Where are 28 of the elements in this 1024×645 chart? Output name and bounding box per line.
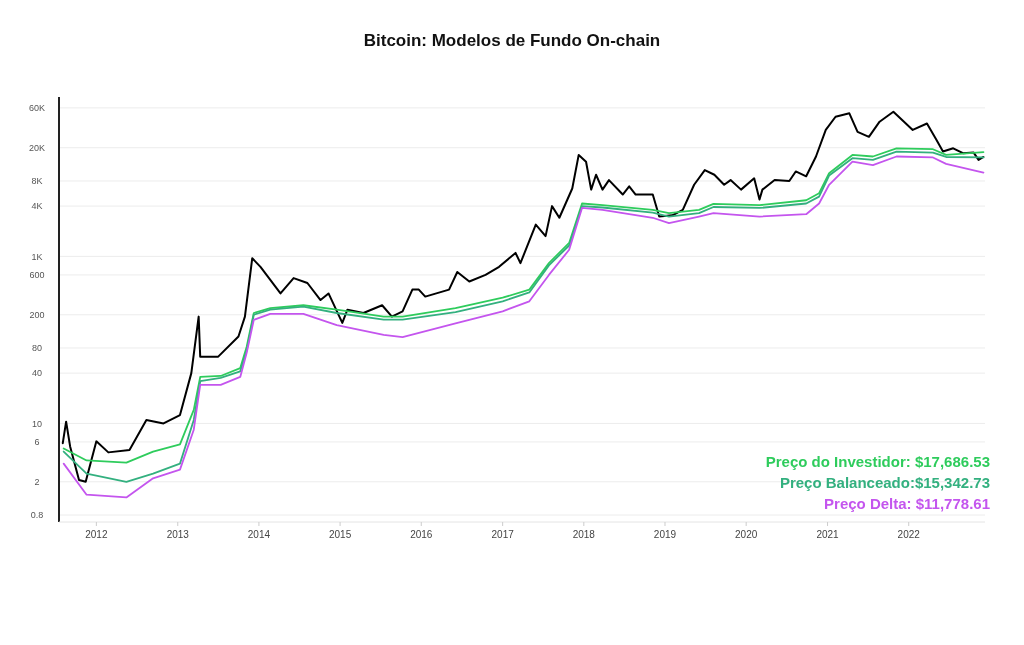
x-tick-label: 2013	[166, 529, 190, 540]
y-tick-label: 40	[31, 368, 43, 379]
y-tick-label: 600	[29, 270, 45, 281]
y-tick-label: 4K	[31, 201, 43, 212]
x-tick-label: 2020	[735, 529, 758, 540]
y-tick-label: 200	[29, 309, 45, 320]
y-tick-label: 80	[31, 343, 43, 354]
y-tick-label: 8K	[31, 176, 43, 187]
y-tick-label: 6	[34, 437, 40, 448]
y-tick-label: 2	[34, 476, 40, 487]
x-tick-label: 2022	[897, 529, 921, 540]
text: Preço Balanceado:$15,342.73	[779, 474, 990, 491]
x-tick-label: 2019	[653, 529, 677, 540]
x-tick-label: 2018	[572, 529, 596, 540]
y-tick-label: 20K	[28, 142, 46, 153]
x-tick-label: 2012	[85, 529, 108, 540]
x-tick-label: 2014	[247, 529, 271, 540]
y-tick-label: 1K	[31, 251, 43, 262]
text: Preço Delta: $11,778.61	[824, 495, 990, 512]
y-tick-label: 10	[31, 418, 43, 429]
y-tick-label: 0.8	[30, 510, 44, 521]
x-tick-label: 2017	[491, 529, 515, 540]
x-tick-label: 2015	[328, 529, 352, 540]
x-tick-label: 2021	[816, 529, 840, 540]
y-tick-label: 60K	[28, 103, 46, 114]
text: Preço do Investidor: $17,686.53	[765, 453, 990, 470]
chart-title: Bitcoin: Modelos de Fundo On-chain	[363, 31, 661, 50]
x-tick-label: 2016	[410, 529, 433, 540]
